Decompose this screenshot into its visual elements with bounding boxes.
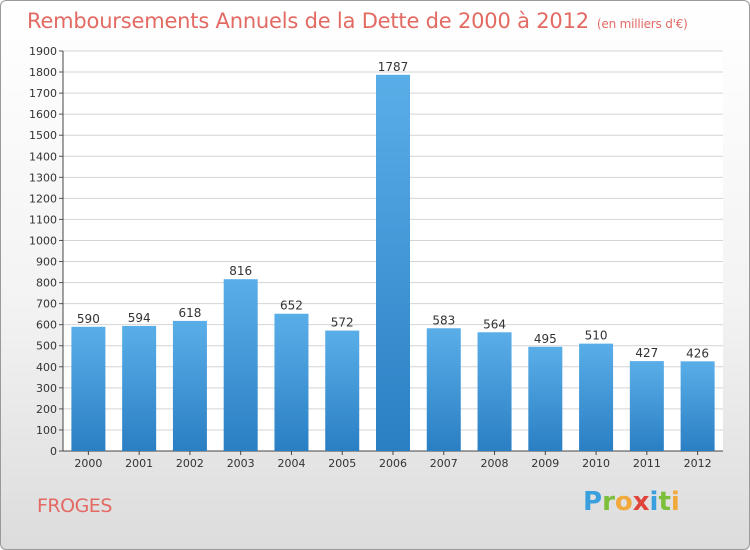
y-tick-label: 1300 — [29, 171, 57, 184]
bar-value-label: 618 — [178, 306, 201, 320]
bar-value-label: 590 — [77, 312, 100, 326]
bar-value-label: 816 — [229, 264, 252, 278]
x-tick-label: 2012 — [684, 457, 712, 470]
x-tick-label: 2000 — [74, 457, 102, 470]
bar — [71, 326, 106, 451]
x-tick-label: 2011 — [633, 457, 661, 470]
logo-letter: i — [649, 487, 659, 517]
x-tick-label: 2002 — [176, 457, 204, 470]
bar-value-label: 427 — [635, 346, 658, 360]
y-tick-label: 1400 — [29, 150, 57, 163]
logo-letter: o — [614, 487, 633, 517]
commune-name: FROGES — [37, 495, 112, 517]
y-tick-label: 100 — [36, 424, 57, 437]
chart-title-text: Remboursements Annuels de la Dette de 20… — [27, 9, 589, 33]
x-tick-label: 2004 — [277, 457, 305, 470]
y-tick-label: 1500 — [29, 129, 57, 142]
bar — [629, 361, 664, 451]
bar — [122, 325, 157, 451]
y-tick-label: 1700 — [29, 87, 57, 100]
bar — [477, 332, 512, 451]
x-tick-label: 2003 — [227, 457, 255, 470]
y-tick-label: 700 — [36, 298, 57, 311]
bar-value-label: 495 — [534, 332, 557, 346]
y-tick-label: 800 — [36, 277, 57, 290]
bar — [528, 346, 563, 451]
y-tick-label: 1000 — [29, 234, 57, 247]
bar — [172, 320, 207, 451]
y-tick-label: 300 — [36, 382, 57, 395]
bar-value-label: 583 — [432, 313, 455, 327]
y-tick-label: 0 — [50, 445, 57, 458]
bar — [579, 343, 614, 451]
bar — [680, 361, 715, 451]
x-tick-label: 2008 — [481, 457, 509, 470]
bar-value-label: 426 — [686, 346, 709, 360]
y-tick-label: 1900 — [29, 45, 57, 58]
bar — [376, 74, 410, 451]
bar-value-label: 564 — [483, 317, 506, 331]
y-tick-label: 900 — [36, 256, 57, 269]
y-tick-label: 1800 — [29, 66, 57, 79]
logo-letter: t — [658, 487, 671, 517]
bar — [325, 330, 360, 451]
bar-value-label: 594 — [128, 311, 151, 325]
y-tick-label: 400 — [36, 361, 57, 374]
x-tick-label: 2006 — [379, 457, 407, 470]
x-tick-label: 2009 — [531, 457, 559, 470]
x-tick-label: 2005 — [328, 457, 356, 470]
bar — [274, 313, 309, 451]
y-tick-label: 200 — [36, 403, 57, 416]
y-tick-label: 500 — [36, 340, 57, 353]
chart-title: Remboursements Annuels de la Dette de 20… — [27, 9, 688, 33]
bar — [223, 279, 258, 451]
y-tick-label: 600 — [36, 319, 57, 332]
bar-value-label: 1787 — [378, 60, 409, 74]
logo-letter: P — [583, 487, 603, 517]
bar-value-label: 572 — [331, 316, 354, 330]
bar-value-label: 652 — [280, 299, 303, 313]
x-tick-label: 2007 — [430, 457, 458, 470]
chart-subtitle: (en milliers d'€) — [596, 17, 688, 31]
bar — [426, 328, 461, 451]
y-tick-label: 1200 — [29, 192, 57, 205]
y-tick-label: 1100 — [29, 213, 57, 226]
logo-letter: r — [602, 487, 615, 517]
x-tick-label: 2001 — [125, 457, 153, 470]
y-tick-label: 1600 — [29, 108, 57, 121]
x-tick-label: 2010 — [582, 457, 610, 470]
logo-letter: x — [632, 487, 650, 517]
proxiti-logo: Proxiti — [583, 487, 680, 517]
bar-value-label: 510 — [585, 329, 608, 343]
logo-letter: i — [670, 487, 680, 517]
